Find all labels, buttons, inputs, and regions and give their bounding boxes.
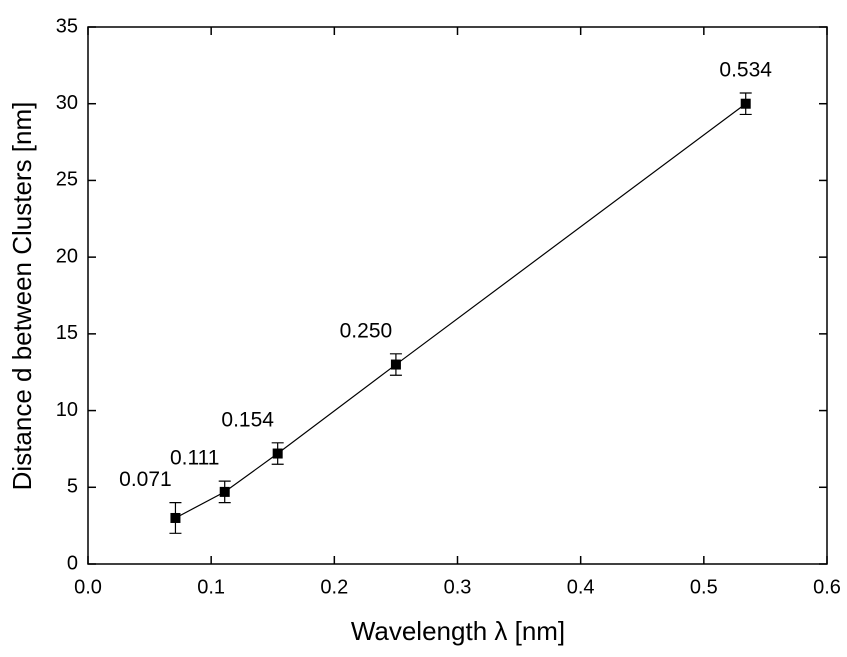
x-tick-label: 0.4 — [567, 576, 595, 598]
y-axis-title: Distance d between Clusters [nm] — [7, 102, 37, 491]
plot-frame — [87, 26, 828, 565]
x-tick-label: 0.2 — [320, 576, 348, 598]
x-tick-label: 0.3 — [444, 576, 472, 598]
x-axis-title: Wavelength λ [nm] — [351, 616, 565, 646]
x-tick-label: 0.6 — [813, 576, 841, 598]
x-tick-label: 0.0 — [74, 576, 102, 598]
point-label: 0.154 — [221, 408, 274, 431]
point-label: 0.071 — [119, 468, 172, 491]
y-tick-label: 35 — [56, 15, 78, 37]
point-label: 0.250 — [340, 319, 393, 342]
y-tick-label: 10 — [56, 399, 78, 421]
x-tick-label: 0.1 — [197, 576, 225, 598]
marker — [272, 448, 283, 459]
point-label: 0.534 — [719, 59, 772, 82]
y-tick-label: 30 — [56, 92, 78, 114]
marker — [390, 359, 401, 370]
marker — [740, 98, 751, 109]
y-tick-label: 25 — [56, 169, 78, 191]
y-tick-label: 20 — [56, 245, 78, 267]
x-tick-label: 0.5 — [690, 576, 718, 598]
data-line — [175, 103, 747, 519]
point-label: 0.111 — [170, 447, 219, 470]
y-tick-label: 0 — [67, 552, 78, 574]
y-tick-label: 5 — [67, 476, 78, 498]
y-tick-label: 15 — [56, 322, 78, 344]
marker — [219, 486, 230, 497]
marker — [170, 512, 181, 523]
